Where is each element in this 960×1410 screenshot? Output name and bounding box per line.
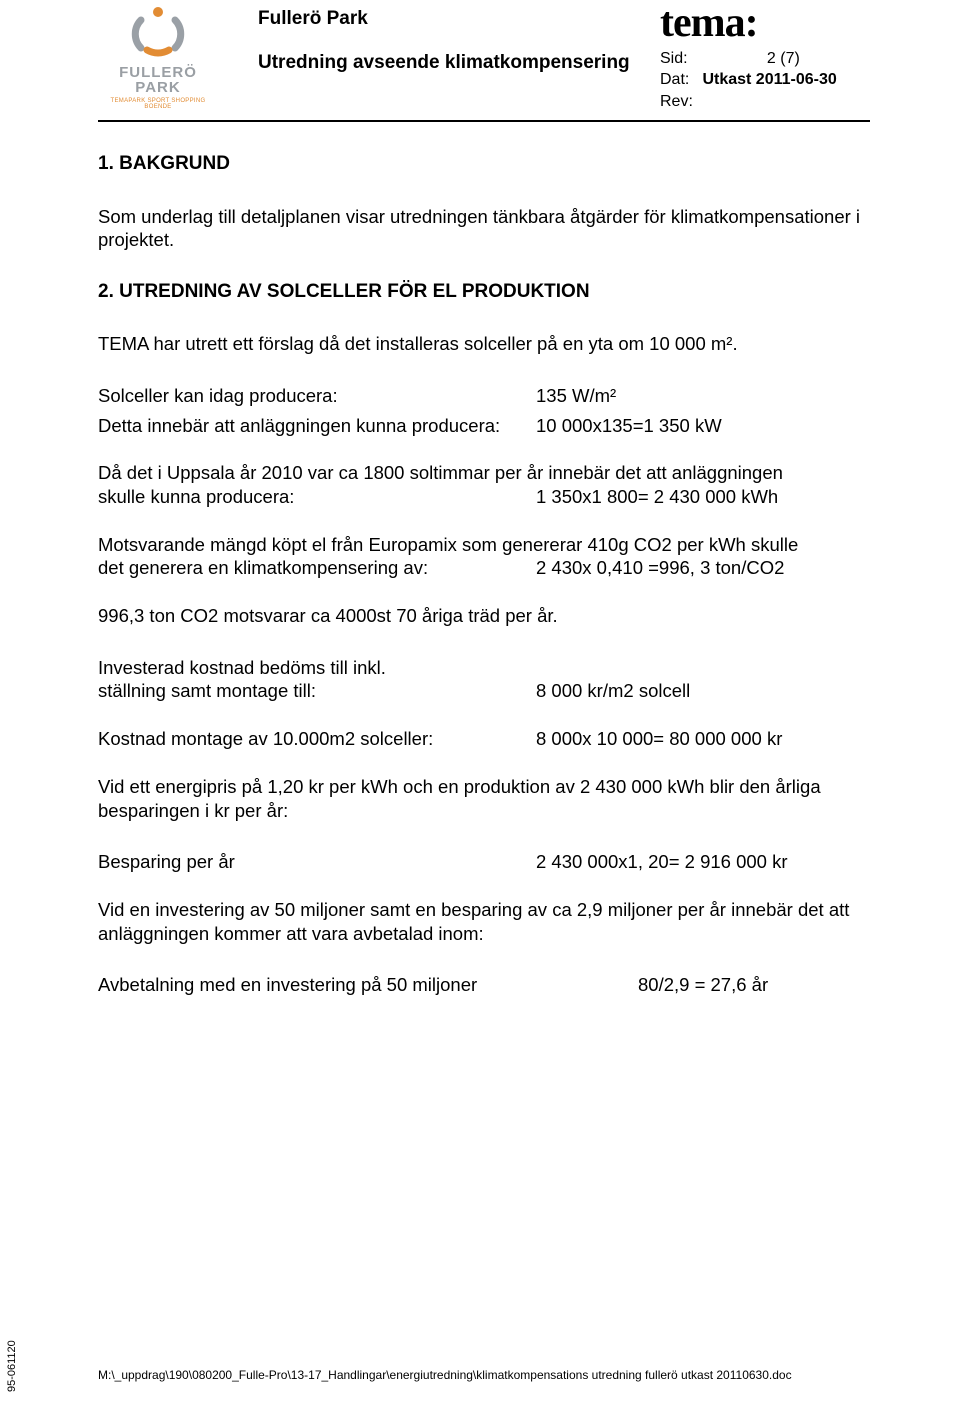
row-anlaggning-prod: Detta innebär att anläggningen kunna pro… <box>98 414 870 438</box>
p7: Vid en investering av 50 miljoner samt e… <box>98 898 870 945</box>
row5-value: 8 000 kr/m2 solcell <box>536 679 870 703</box>
logo-swirl-icon <box>127 6 189 58</box>
row4-label: det generera en klimatkompensering av: <box>98 556 536 580</box>
row8-value: 80/2,9 = 27,6 år <box>638 973 870 997</box>
row-klimatkomp: det generera en klimatkompensering av: 2… <box>98 556 870 580</box>
side-code: 95-061120 <box>6 1340 18 1392</box>
p3a: Motsvarande mängd köpt el från Europamix… <box>98 533 870 557</box>
row1-value: 135 W/m² <box>536 384 870 408</box>
logo-line1: FULLERÖ <box>98 65 218 80</box>
row6-value: 8 000x 10 000= 80 000 000 kr <box>536 727 870 751</box>
row7-value: 2 430 000x1, 20= 2 916 000 kr <box>536 850 870 874</box>
document-body: 1. BAKGRUND Som underlag till detaljplan… <box>98 122 870 996</box>
p5: Investerad kostnad bedöms till inkl. <box>98 656 870 680</box>
row-besparing: Besparing per år 2 430 000x1, 20= 2 916 … <box>98 850 870 874</box>
row8-label: Avbetalning med en investering på 50 mil… <box>98 973 638 997</box>
meta-sid: Sid: 2 (7) <box>660 48 870 70</box>
section2-heading: 2. UTREDNING AV SOLCELLER FÖR EL PRODUKT… <box>98 280 870 304</box>
row2-value: 10 000x135=1 350 kW <box>536 414 870 438</box>
row-kunna-prod: skulle kunna producera: 1 350x1 800= 2 4… <box>98 485 870 509</box>
row5-label: ställning samt montage till: <box>98 679 536 703</box>
row-stallning: ställning samt montage till: 8 000 kr/m2… <box>98 679 870 703</box>
sid-label: Sid: <box>660 48 698 70</box>
row3-label: skulle kunna producera: <box>98 485 536 509</box>
row1-label: Solceller kan idag producera: <box>98 384 536 408</box>
row4-value: 2 430x 0,410 =996, 3 ton/CO2 <box>536 556 870 580</box>
row6-label: Kostnad montage av 10.000m2 solceller: <box>98 727 536 751</box>
p6: Vid ett energipris på 1,20 kr per kWh oc… <box>98 775 870 822</box>
document-subtitle: Utredning avseende klimatkompensering <box>258 52 660 74</box>
logo: FULLERÖ PARK TEMAPARK SPORT SHOPPING BOE… <box>98 6 218 110</box>
sid-value: 2 (7) <box>767 50 800 67</box>
logo-sub: TEMAPARK SPORT SHOPPING BOENDE <box>98 98 218 110</box>
section2-p1: TEMA har utrett ett förslag då det insta… <box>98 332 870 356</box>
meta-dat: Dat: Utkast 2011-06-30 <box>660 69 870 91</box>
meta-rev: Rev: <box>660 91 870 113</box>
title-block: Fullerö Park Utredning avseende klimatko… <box>258 6 660 74</box>
row-avbetalning: Avbetalning med en investering på 50 mil… <box>98 973 870 997</box>
row3-value: 1 350x1 800= 2 430 000 kWh <box>536 485 870 509</box>
brand-wordmark: tema: <box>660 6 870 42</box>
dat-value: Utkast 2011-06-30 <box>702 71 836 88</box>
logo-line2: PARK <box>98 80 218 95</box>
row-kostnad-montage: Kostnad montage av 10.000m2 solceller: 8… <box>98 727 870 751</box>
header-right: tema: Sid: 2 (7) Dat: Utkast 2011-06-30 … <box>660 6 870 112</box>
row7-label: Besparing per år <box>98 850 536 874</box>
document-title: Fullerö Park <box>258 8 660 30</box>
p2a: Då det i Uppsala år 2010 var ca 1800 sol… <box>98 461 870 485</box>
row-solceller-prod: Solceller kan idag producera: 135 W/m² <box>98 384 870 408</box>
section1-p1: Som underlag till detaljplanen visar utr… <box>98 205 870 252</box>
p4: 996,3 ton CO2 motsvarar ca 4000st 70 åri… <box>98 604 870 628</box>
rev-label: Rev: <box>660 91 698 113</box>
section1-heading: 1. BAKGRUND <box>98 152 870 176</box>
row2-label: Detta innebär att anläggningen kunna pro… <box>98 414 536 438</box>
footer-filepath: M:\_uppdrag\190\080200_Fulle-Pro\13-17_H… <box>98 1368 792 1382</box>
dat-label: Dat: <box>660 69 698 91</box>
document-header: FULLERÖ PARK TEMAPARK SPORT SHOPPING BOE… <box>98 0 870 122</box>
